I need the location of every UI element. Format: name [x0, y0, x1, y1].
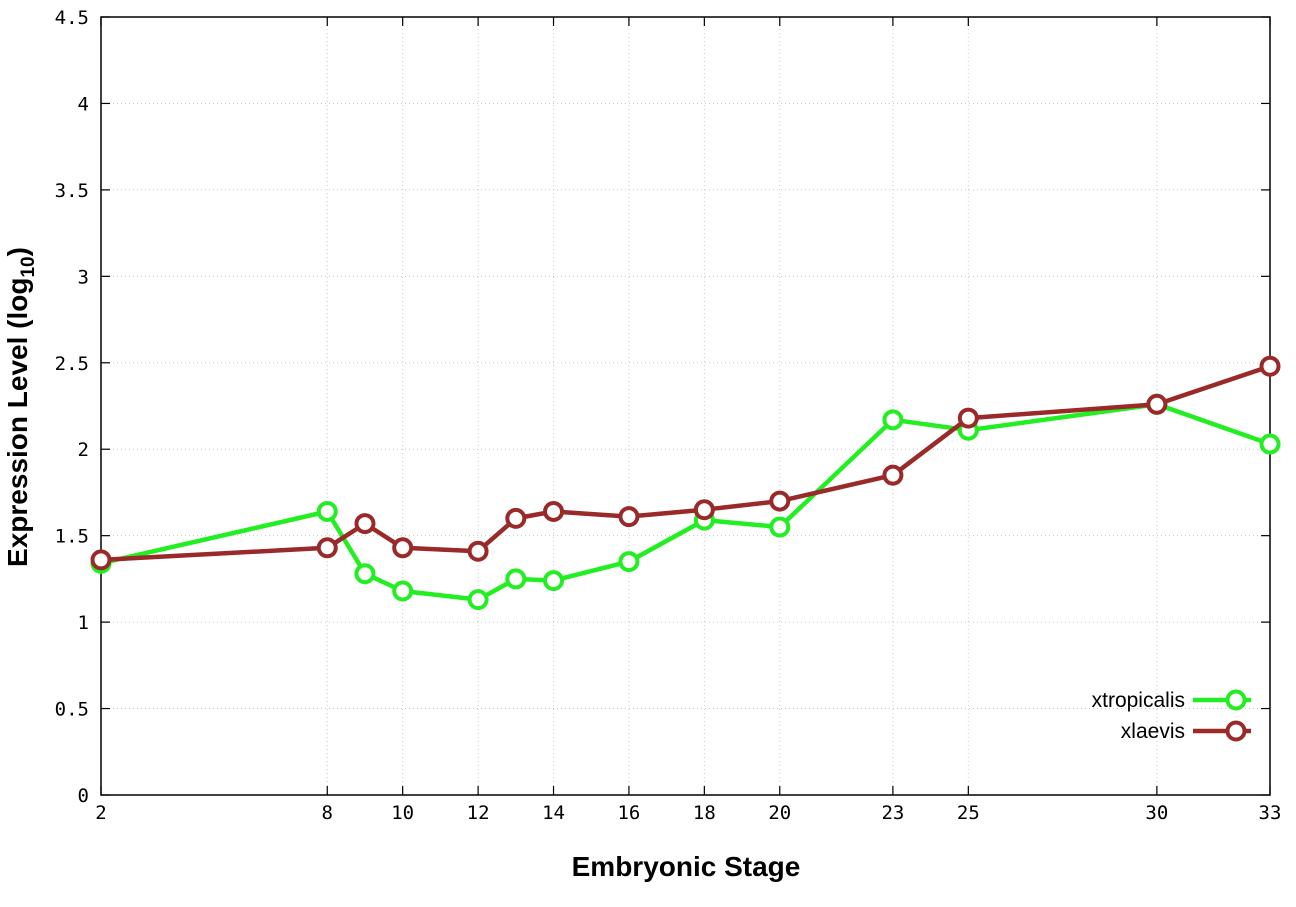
- data-point: [505, 568, 527, 590]
- y-axis-title: Expression Level (log10): [2, 247, 39, 567]
- y-tick-label: 4.5: [55, 7, 89, 29]
- data-point: [467, 589, 489, 611]
- data-point: [882, 464, 904, 486]
- y-tick-label: 3: [78, 266, 89, 288]
- legend-entry: xtropicalis: [1092, 689, 1251, 712]
- x-tick-label: 2: [95, 802, 106, 824]
- data-point: [1259, 433, 1281, 455]
- y-tick-label: 1.5: [55, 526, 89, 548]
- data-point: [1146, 393, 1168, 415]
- grid-lines: [101, 17, 1270, 795]
- data-point: [693, 499, 715, 521]
- y-tick-label: 2: [78, 439, 89, 461]
- y-tick-label: 1: [78, 612, 89, 634]
- x-tick-label: 8: [322, 802, 333, 824]
- data-point: [769, 516, 791, 538]
- data-point: [90, 549, 112, 571]
- legend-marker: [1225, 720, 1247, 742]
- x-tick-label: 20: [768, 802, 791, 824]
- x-tick-label: 23: [881, 802, 904, 824]
- data-point: [1259, 355, 1281, 377]
- data-point: [618, 551, 640, 573]
- y-tick-label: 0.5: [55, 699, 89, 721]
- legend-entry: xlaevis: [1121, 720, 1251, 743]
- y-tick-label: 4: [78, 93, 89, 115]
- data-point: [354, 513, 376, 535]
- x-tick-label: 10: [391, 802, 414, 824]
- y-tick-label: 3.5: [55, 180, 89, 202]
- x-tick-label: 33: [1259, 802, 1282, 824]
- data-point: [316, 500, 338, 522]
- legend-marker: [1225, 689, 1247, 711]
- x-tick-label: 14: [542, 802, 565, 824]
- legend: xtropicalis xlaevis: [1092, 689, 1251, 743]
- data-point: [618, 506, 640, 528]
- data-point: [543, 570, 565, 592]
- x-tick-label: 25: [957, 802, 980, 824]
- x-tick-label: 30: [1145, 802, 1168, 824]
- y-tick-label: 2.5: [55, 353, 89, 375]
- legend-label: xlaevis: [1121, 720, 1185, 743]
- data-point: [392, 537, 414, 559]
- data-point: [769, 490, 791, 512]
- data-point: [467, 540, 489, 562]
- data-point: [882, 409, 904, 431]
- plot-frame: [100, 16, 1271, 796]
- legend-label: xtropicalis: [1092, 689, 1185, 712]
- series-xlaevis: [90, 355, 1281, 571]
- data-point: [543, 500, 565, 522]
- series-xtropicalis: [90, 393, 1281, 611]
- series-lines: [90, 355, 1281, 611]
- y-tick-label: 0: [78, 785, 89, 807]
- data-point: [957, 407, 979, 429]
- x-tick-label: 12: [467, 802, 490, 824]
- x-tick-label: 18: [693, 802, 716, 824]
- x-tick-label: 16: [617, 802, 640, 824]
- data-point: [392, 580, 414, 602]
- series-line: [100, 402, 1271, 602]
- data-point: [505, 507, 527, 529]
- data-point: [354, 563, 376, 585]
- data-point: [316, 537, 338, 559]
- x-axis-title: Embryonic Stage: [572, 851, 801, 882]
